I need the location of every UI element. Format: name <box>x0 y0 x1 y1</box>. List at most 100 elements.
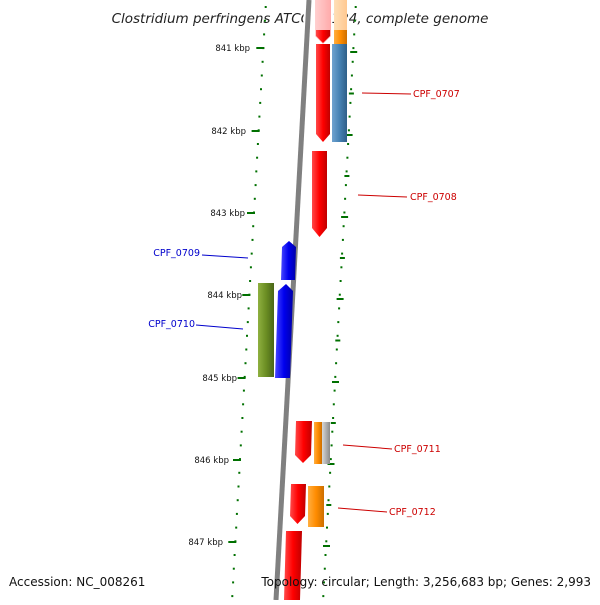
right-track-dot <box>337 321 340 324</box>
right-track-dot <box>328 485 331 488</box>
callout-line-cpf-0709 <box>201 254 249 259</box>
major-tick-left <box>237 377 246 379</box>
gene-label-cpf-0709[interactable]: CPF_0709 <box>153 248 200 259</box>
left-track-dot <box>259 101 262 104</box>
cog-box-top <box>334 30 347 44</box>
gene-arrow-top[interactable] <box>316 30 330 43</box>
callout-line-cpf-0708 <box>357 194 408 198</box>
right-track-dot <box>335 348 338 351</box>
right-track-dot <box>323 581 325 584</box>
right-track-dot <box>338 293 341 296</box>
right-track-dot <box>353 33 356 36</box>
right-track-dot <box>349 101 352 104</box>
left-track-dot <box>232 567 235 570</box>
major-tick-left <box>251 130 260 132</box>
gene-label-cpf-0711[interactable]: CPF_0711 <box>394 444 441 455</box>
left-track-dot <box>250 252 253 255</box>
right-track-dot <box>332 403 335 406</box>
gene-label-cpf-0707[interactable]: CPF_0707 <box>413 89 460 100</box>
cog-box-cpf-0710 <box>258 283 274 377</box>
left-track-dot <box>252 225 255 228</box>
right-track-dot <box>326 526 328 529</box>
minor-tick-right <box>335 339 341 342</box>
gene-arrow-cpf-0712[interactable] <box>290 484 306 524</box>
gene-label-cpf-0712[interactable]: CPF_0712 <box>389 507 436 518</box>
left-track-dot <box>251 238 254 241</box>
topology-text: Topology: circular; Length: 3,256,683 bp… <box>260 575 591 589</box>
left-track-dot <box>256 143 259 145</box>
left-track-dot <box>264 6 267 8</box>
right-track-dot <box>347 129 350 132</box>
right-track-dot <box>330 444 333 447</box>
right-track-dot <box>338 307 341 310</box>
left-track-dot <box>240 430 243 433</box>
left-track-dot <box>246 334 248 337</box>
gene-arrow-cpf-0709[interactable] <box>281 241 296 280</box>
tick-label-847: 847 kbp <box>188 538 223 548</box>
left-track-dot <box>237 485 240 488</box>
right-track-dot <box>339 280 342 282</box>
tick-label-841: 841 kbp <box>215 44 250 54</box>
right-track-dot <box>327 499 330 502</box>
left-track-dot <box>242 389 245 392</box>
left-track-dot <box>233 554 236 556</box>
right-track-dot <box>350 88 353 91</box>
map-title: Clostridium perfringens ATCC 13124, comp… <box>112 11 489 27</box>
callout-line-cpf-0712 <box>337 507 388 513</box>
left-track-dot <box>238 471 241 474</box>
left-track-dot <box>235 512 238 515</box>
cog-box-cpf-0711-grey <box>322 422 330 464</box>
left-track-dot <box>258 115 261 118</box>
tick-label-845: 845 kbp <box>202 374 237 384</box>
left-track-dot <box>235 526 238 529</box>
left-track-dot <box>260 74 263 77</box>
tick-label-846: 846 kbp <box>194 456 229 466</box>
right-track-dot <box>326 512 329 515</box>
right-track-dot <box>347 143 350 145</box>
left-track-dot <box>263 19 266 22</box>
gene-labels: CPF_0707 CPF_0708 CPF_0709 CPF_0710 CPF_… <box>148 89 460 518</box>
gene-label-cpf-0708[interactable]: CPF_0708 <box>410 192 457 203</box>
right-track-dot <box>329 471 332 474</box>
right-track-dot <box>341 238 344 241</box>
left-track-dot <box>239 444 242 447</box>
major-tick-right <box>350 51 358 53</box>
major-tick-left <box>242 294 251 296</box>
gene-arrow-cpf-0707[interactable] <box>316 44 330 142</box>
left-track-dot <box>249 266 252 269</box>
gene-arrow-cpf-0711[interactable] <box>295 421 312 463</box>
minor-tick-right <box>339 257 345 259</box>
gene-arrow-cpf-0710[interactable] <box>275 284 293 378</box>
left-track-dot <box>260 88 262 91</box>
right-track-dot <box>343 211 346 214</box>
right-track-dot <box>348 115 351 118</box>
tick-label-843: 843 kbp <box>210 209 245 219</box>
right-track-dot <box>331 430 334 433</box>
minor-tick-right <box>330 422 336 424</box>
right-track-dot <box>351 60 354 63</box>
tick-label-842: 842 kbp <box>211 127 246 137</box>
callout-line-cpf-0707 <box>361 92 412 95</box>
left-track-dot <box>247 307 250 310</box>
minor-tick-right <box>326 504 332 506</box>
left-track-dot <box>243 375 246 378</box>
cog-box-cpf-0712 <box>308 486 324 527</box>
minus-strand-genes <box>284 0 347 600</box>
left-track-dot <box>255 170 258 173</box>
right-track-dot <box>323 567 326 570</box>
left-track-dot <box>246 321 249 324</box>
right-track-dot <box>332 417 335 419</box>
right-track-dot <box>352 47 355 50</box>
cog-box-cpf-0707 <box>332 44 347 142</box>
callout-line-cpf-0710 <box>195 324 244 330</box>
major-tick-right <box>327 463 335 465</box>
right-track-dot <box>344 184 347 187</box>
major-tick-right <box>323 545 330 547</box>
left-track-dot <box>242 403 245 406</box>
gene-arrow-bottom[interactable] <box>284 531 302 600</box>
gene-label-cpf-0710[interactable]: CPF_0710 <box>148 319 195 330</box>
right-track-dot <box>350 74 353 77</box>
gene-arrow-cpf-0708[interactable] <box>312 151 327 237</box>
right-track-dot <box>325 540 328 543</box>
